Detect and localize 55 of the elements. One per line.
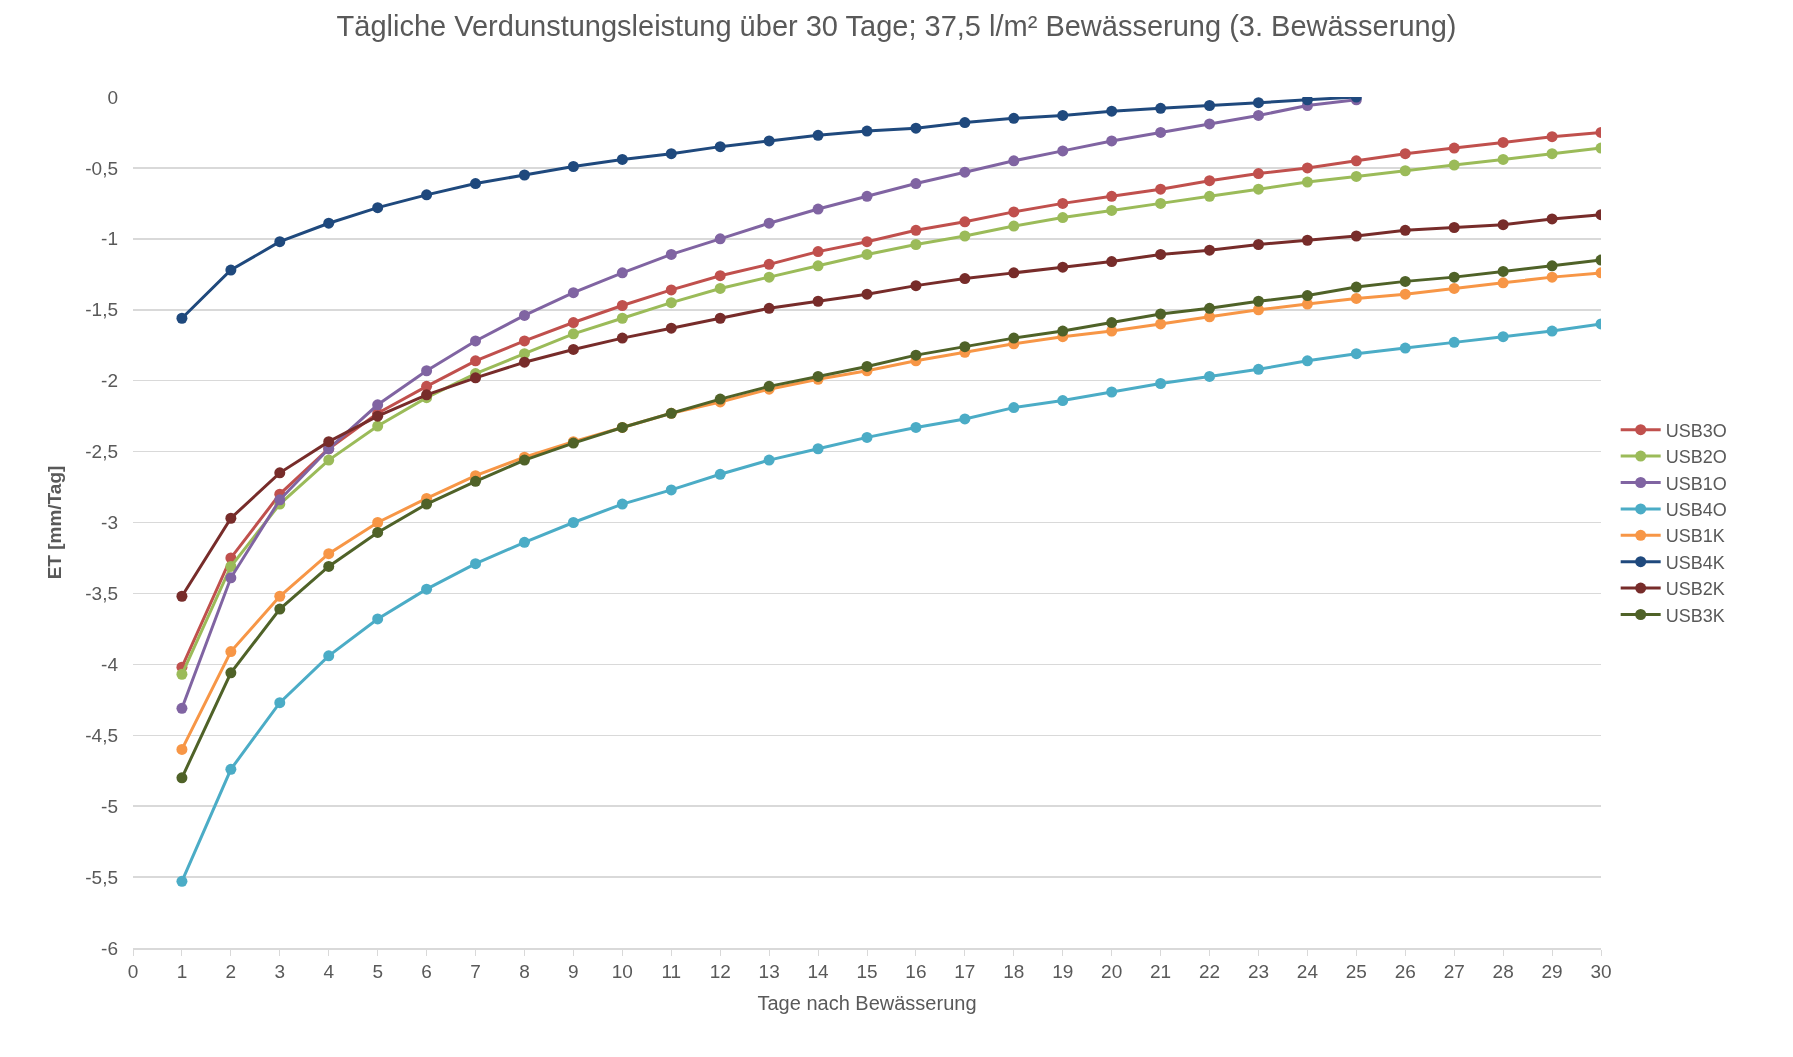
y-axis-title: ET [mm/Tag] (44, 465, 66, 580)
chart-title: Tägliche Verdunstungsleistung über 30 Tage; 37,5 l/m² Bewässerung (3. Bewässerung) (336, 10, 1457, 43)
y-tick-label: -5,5 (85, 866, 118, 888)
x-tick-label: 1 (176, 961, 188, 983)
y-tick-label: -4,5 (85, 724, 118, 746)
x-tick-label: 2 (225, 961, 237, 983)
x-tick-label: 26 (1394, 961, 1416, 983)
x-tick-label: 28 (1492, 961, 1514, 983)
legend-label: USB4K (1665, 552, 1725, 573)
x-tick-label: 5 (372, 961, 383, 983)
x-tick-label: 18 (1003, 961, 1025, 983)
x-tick-label: 12 (709, 961, 731, 983)
x-tick-label: 22 (1198, 961, 1221, 983)
y-tick-label: -0,5 (85, 157, 118, 179)
x-tick-label: 16 (905, 961, 927, 983)
x-tick-label: 30 (1590, 961, 1612, 983)
legend-label: USB4O (1665, 499, 1727, 520)
legend-label: USB3K (1665, 605, 1725, 626)
y-tick-label: -4 (101, 653, 119, 675)
y-tick-label: -3 (101, 512, 118, 534)
y-tick-label: -1,5 (85, 299, 118, 321)
x-tick-label: 15 (856, 961, 878, 983)
y-tick-label: -1 (101, 228, 118, 250)
legend-label: USB1O (1665, 473, 1727, 494)
x-tick-label: 19 (1052, 961, 1074, 983)
y-tick-label: -3,5 (85, 583, 118, 605)
x-tick-label: 4 (323, 961, 335, 983)
x-tick-label: 23 (1247, 961, 1270, 983)
y-tick-label: -5 (101, 795, 118, 817)
legend-label: USB1K (1665, 526, 1725, 547)
x-tick-label: 0 (127, 961, 139, 983)
x-tick-label: 7 (470, 961, 481, 983)
x-tick-label: 8 (519, 961, 530, 983)
x-tick-label: 9 (568, 961, 579, 983)
y-tick-label: 0 (107, 86, 118, 108)
x-tick-label: 29 (1541, 961, 1563, 983)
legend-label: USB2O (1665, 447, 1727, 468)
x-tick-label: 3 (274, 961, 286, 983)
x-tick-label: 17 (954, 961, 976, 983)
x-tick-label: 11 (661, 961, 682, 983)
x-tick-label: 14 (807, 961, 830, 983)
y-tick-label: -6 (101, 937, 118, 959)
legend-label: USB2K (1665, 579, 1725, 600)
legend-label: USB3O (1665, 420, 1727, 441)
y-tick-label: -2 (101, 370, 118, 392)
x-tick-label: 6 (421, 961, 432, 983)
x-tick-label: 24 (1296, 961, 1319, 983)
x-tick-label: 13 (758, 961, 780, 983)
x-tick-label: 27 (1443, 961, 1465, 983)
x-axis-title: Tage nach Bewässerung (757, 991, 977, 1014)
x-tick-label: 20 (1101, 961, 1123, 983)
x-tick-label: 10 (611, 961, 633, 983)
y-tick-label: -2,5 (85, 441, 118, 463)
x-tick-label: 25 (1345, 961, 1367, 983)
x-tick-label: 21 (1150, 961, 1172, 983)
